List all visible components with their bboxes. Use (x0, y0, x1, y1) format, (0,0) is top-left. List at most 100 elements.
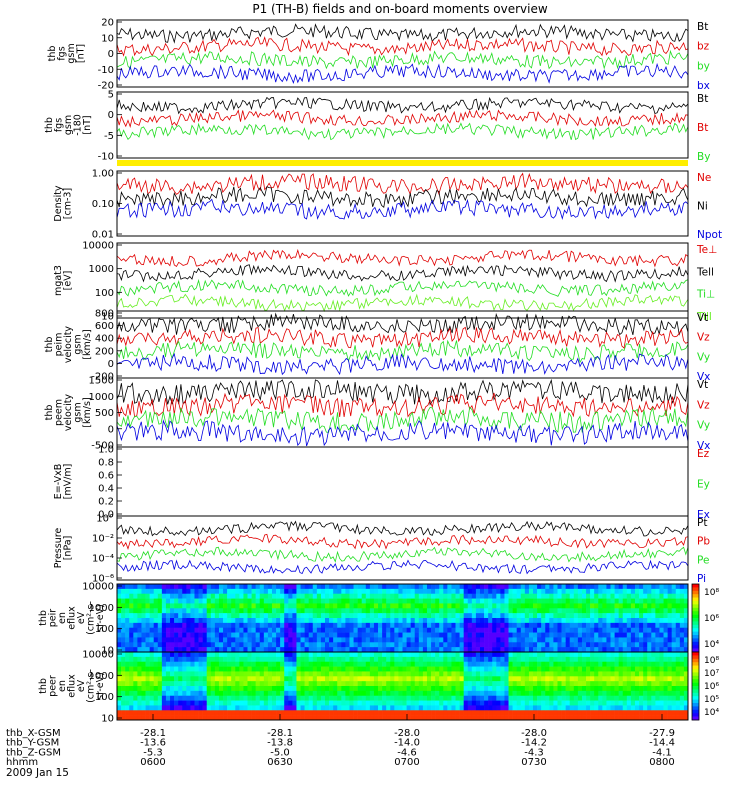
y-axis-label-line: gsm (66, 43, 77, 63)
spectrogram-cell (161, 584, 167, 590)
spectrogram-cell (626, 608, 632, 614)
spectrogram-cell (634, 618, 640, 624)
spectrogram-cell (524, 603, 530, 609)
spectrogram-cell (492, 661, 497, 667)
spectrogram-cell (349, 690, 354, 697)
spectrogram-cell (325, 676, 330, 682)
colorbar-segment (692, 682, 699, 687)
spectrogram-cell (288, 710, 293, 716)
spectrogram-cell (500, 671, 505, 677)
spectrogram-cell (610, 715, 615, 721)
spectrogram-cell (667, 647, 672, 653)
spectrogram-cell (626, 681, 632, 687)
spectrogram-cell (683, 613, 689, 619)
spectrogram-cell (655, 700, 660, 706)
spectrogram-cell (577, 627, 583, 633)
spectrogram-cell (227, 642, 232, 648)
spectrogram-cell (325, 622, 330, 629)
spectrogram-cell (431, 666, 436, 672)
spectrogram-cell (378, 666, 383, 672)
colorbar-segment (692, 696, 699, 700)
spectrogram-cell (573, 666, 579, 672)
spectrogram-cell (594, 690, 599, 697)
spectrogram-cell (508, 593, 513, 599)
spectrogram-cell (337, 647, 342, 653)
spectrogram-cell (647, 632, 652, 638)
spectrogram-cell (545, 715, 550, 721)
spectrogram-cell (418, 603, 424, 609)
spectrogram-cell (129, 627, 134, 633)
spectrogram-cell (488, 613, 493, 619)
spectrogram-cell (630, 686, 636, 692)
spectrogram-cell (492, 656, 497, 663)
spectrogram-cell (165, 671, 171, 677)
spectrogram-cell (675, 695, 681, 701)
spectrogram-cell (157, 656, 163, 663)
spectrogram-cell (312, 632, 318, 638)
spectrogram-cell (520, 671, 526, 677)
spectrogram-cell (565, 608, 571, 614)
spectrogram-cell (471, 686, 477, 692)
series-line-Tell (116, 264, 689, 283)
spectrogram-cell (663, 627, 668, 633)
spectrogram-cell (435, 637, 440, 643)
spectrogram-cell (316, 681, 322, 687)
spectrogram-cell (325, 593, 330, 599)
spectrogram-cell (410, 690, 416, 697)
spectrogram-cell (227, 705, 232, 711)
spectrogram-cell (117, 593, 122, 599)
spectrogram-cell (398, 666, 403, 672)
spectrogram-cell (276, 715, 281, 721)
spectrogram-cell (223, 608, 228, 614)
spectrogram-cell (565, 603, 571, 609)
spectrogram-cell (651, 593, 656, 599)
spectrogram-cell (255, 647, 261, 653)
spectrogram-cell (239, 637, 244, 643)
series-line-Ne (116, 172, 689, 196)
spectrogram-cell (304, 642, 309, 648)
spectrogram-cell (149, 588, 155, 595)
spectrogram-cell (390, 588, 395, 595)
spectrogram-cell (459, 627, 464, 633)
spectrogram-cell (598, 618, 603, 624)
spectrogram-cell (410, 637, 416, 643)
spectrogram-cell (634, 671, 640, 677)
spectrogram-cell (439, 671, 444, 677)
spectrogram-cell (239, 671, 244, 677)
spectrogram-cell (129, 652, 134, 658)
spectrogram-cell (329, 690, 334, 697)
y-axis-label-line: eflux (67, 674, 78, 698)
spectrogram-cell (479, 588, 485, 595)
spectrogram-cell (373, 671, 379, 677)
spectrogram-cell (353, 642, 358, 648)
spectrogram-cell (125, 710, 130, 716)
spectrogram-cell (271, 618, 277, 624)
spectrogram-cell (614, 632, 619, 638)
spectrogram-cell (451, 652, 456, 658)
spectrogram-cell (157, 642, 163, 648)
spectrogram-cell (390, 681, 395, 687)
spectrogram-cell (614, 695, 619, 701)
spectrogram-cell (133, 686, 138, 692)
spectrogram-cell (382, 686, 387, 692)
spectrogram-cell (149, 637, 155, 643)
y-tick-label: 0.10 (92, 199, 114, 210)
spectrogram-cell (541, 618, 546, 624)
spectrogram-cell (390, 705, 395, 711)
spectrogram-cell (325, 642, 330, 648)
spectrogram-cell (178, 608, 183, 614)
spectrogram-cell (133, 603, 138, 609)
spectrogram-cell (630, 690, 636, 697)
spectrogram-cell (528, 622, 534, 629)
spectrogram-cell (634, 593, 640, 599)
spectrogram-cell (263, 700, 269, 706)
spectrogram-cell (284, 666, 289, 672)
spectrogram-cell (553, 666, 558, 672)
spectrogram-cell (606, 637, 611, 643)
spectrogram-cell (202, 637, 208, 643)
spectrogram-cell (353, 715, 358, 721)
spectrogram-cell (471, 593, 477, 599)
spectrogram-cell (447, 598, 452, 604)
spectrogram-cell (439, 598, 444, 604)
